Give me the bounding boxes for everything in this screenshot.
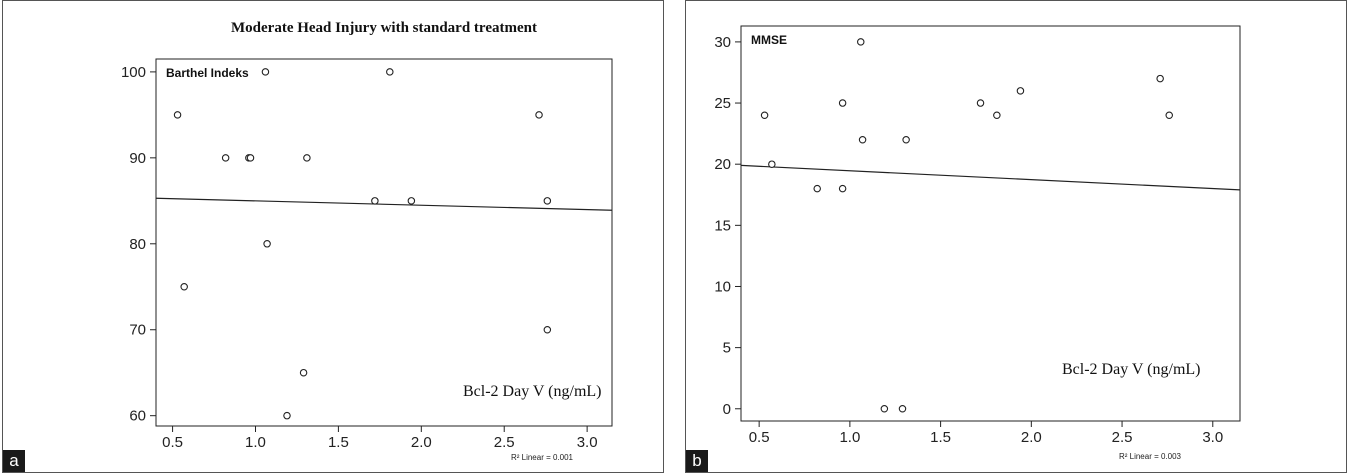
plot-frame bbox=[740, 25, 1241, 422]
x-tick-label: 1.5 bbox=[930, 429, 951, 446]
y-tick-label: 5 bbox=[723, 340, 731, 357]
y-tick-label: 10 bbox=[714, 278, 731, 295]
x-tick-label: 1.0 bbox=[839, 429, 860, 446]
y-tick-label: 70 bbox=[129, 322, 146, 339]
x-tick-label: 1.0 bbox=[245, 434, 266, 451]
regression-line bbox=[740, 164, 1241, 191]
y-tick-label: 0 bbox=[723, 401, 731, 418]
y-tick-label: 90 bbox=[129, 150, 146, 167]
panel-label-a: a bbox=[3, 450, 25, 472]
scatter-plot-b: 0 5 10 15 20 25 30 0.5 1.0 1.5 2.0 2.5 3.0 MMSE Bcl-2 … bbox=[714, 25, 1241, 461]
x-tick-label: 3.0 bbox=[1202, 429, 1223, 446]
data-point bbox=[857, 38, 865, 46]
data-point bbox=[838, 184, 847, 193]
data-point bbox=[993, 111, 1001, 120]
data-point bbox=[299, 368, 308, 377]
plot-frame bbox=[155, 58, 613, 427]
data-point bbox=[1016, 87, 1025, 95]
data-point bbox=[880, 405, 889, 413]
data-point bbox=[768, 160, 776, 168]
chart-title: Moderate Head Injury with standard treat… bbox=[231, 20, 537, 36]
scatter-plot-a: Moderate Head Injury with standard treat… bbox=[121, 20, 613, 462]
y-tick-label: 25 bbox=[714, 95, 731, 112]
data-point bbox=[1156, 74, 1164, 83]
data-point bbox=[386, 68, 394, 76]
data-point bbox=[303, 154, 311, 162]
data-point bbox=[543, 325, 552, 334]
data-point bbox=[813, 184, 821, 193]
data-point bbox=[535, 111, 543, 119]
data-point bbox=[180, 283, 188, 291]
x-tick-label: 0.5 bbox=[749, 429, 770, 446]
x-tick-label: 1.5 bbox=[328, 434, 349, 451]
y-tick-label: 20 bbox=[714, 156, 731, 173]
x-axis-label: Bcl-2 Day V (ng/mL) bbox=[1062, 361, 1201, 378]
y-tick-label: 80 bbox=[129, 236, 146, 253]
data-point bbox=[858, 135, 867, 144]
x-tick-label: 3.0 bbox=[577, 434, 598, 451]
data-point bbox=[838, 99, 847, 107]
x-tick-label: 2.0 bbox=[1021, 429, 1042, 446]
data-point bbox=[263, 240, 271, 248]
data-point bbox=[543, 197, 552, 205]
regression-line bbox=[155, 197, 613, 211]
x-tick-label: 0.5 bbox=[162, 434, 183, 451]
data-point bbox=[902, 135, 910, 144]
x-tick-label: 2.0 bbox=[411, 434, 432, 451]
data-point bbox=[371, 197, 379, 205]
y-tick-label: 15 bbox=[714, 217, 731, 234]
data-point bbox=[760, 111, 769, 120]
data-point bbox=[173, 111, 182, 119]
x-tick-label: 2.5 bbox=[494, 434, 515, 451]
data-point bbox=[407, 197, 416, 205]
data-point bbox=[246, 154, 255, 162]
y-axis-label: Barthel Indeks bbox=[166, 66, 249, 80]
data-point bbox=[898, 405, 907, 413]
y-tick-label: 100 bbox=[121, 64, 146, 81]
panel-label-b: b bbox=[686, 450, 708, 472]
data-point bbox=[283, 411, 291, 420]
data-point bbox=[1165, 111, 1173, 120]
data-point bbox=[261, 68, 270, 76]
x-axis-label: Bcl-2 Day V (ng/mL) bbox=[463, 383, 602, 400]
data-point bbox=[976, 99, 985, 107]
r-squared-annotation: R² Linear = 0.003 bbox=[1119, 452, 1182, 461]
chart-panel-a: Moderate Head Injury with standard treat… bbox=[2, 0, 664, 473]
r-squared-annotation: R² Linear = 0.001 bbox=[511, 453, 574, 462]
chart-panel-b: 0 5 10 15 20 25 30 0.5 1.0 1.5 2.0 2.5 3.0 MMSE Bcl-2 … bbox=[685, 0, 1347, 473]
data-point bbox=[221, 154, 230, 162]
y-tick-label: 30 bbox=[714, 34, 731, 51]
y-axis-label: MMSE bbox=[751, 33, 787, 47]
x-tick-label: 2.5 bbox=[1112, 429, 1133, 446]
y-tick-label: 60 bbox=[129, 408, 146, 425]
